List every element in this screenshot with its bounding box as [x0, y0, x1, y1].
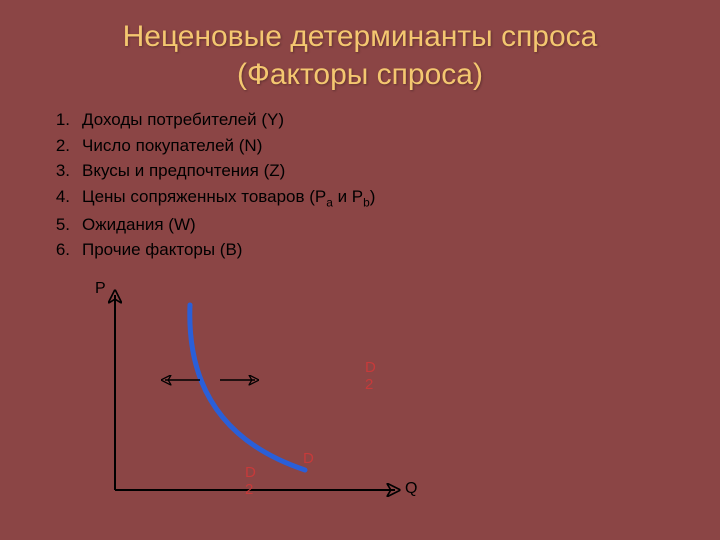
- d2-right-2: 2: [365, 376, 373, 393]
- slide-title: Неценовые детерминанты спроса (Факторы с…: [0, 0, 720, 93]
- d2-label-right: D 2: [365, 360, 376, 393]
- demand-curve: [190, 305, 305, 470]
- title-line-2: (Факторы спроса): [237, 58, 483, 91]
- chart-svg: [75, 280, 575, 530]
- list-item: 6. Прочие факторы (B): [52, 237, 720, 263]
- d2-left-2: 2: [245, 481, 253, 498]
- list-text: Число покупателей (N): [82, 133, 262, 159]
- d-label: D: [303, 451, 314, 468]
- list-text: Вкусы и предпочтения (Z): [82, 158, 285, 184]
- factors-list: 1. Доходы потребителей (Y) 2. Число поку…: [52, 107, 720, 263]
- list-item: 4. Цены сопряженных товаров (Pa и Pb): [52, 184, 720, 212]
- list-item: 2. Число покупателей (N): [52, 133, 720, 159]
- x-axis-label: Q: [405, 480, 417, 498]
- d2-right-1: D: [365, 359, 376, 376]
- y-axis-label: P: [95, 280, 106, 298]
- demand-chart: P Q D D 2 D 2: [75, 280, 575, 530]
- list-text: Прочие факторы (B): [82, 237, 242, 263]
- d2-label-left: D 2: [245, 465, 256, 498]
- list-item: 5. Ожидания (W): [52, 212, 720, 238]
- list-num: 4.: [52, 184, 82, 212]
- list-text: Доходы потребителей (Y): [82, 107, 284, 133]
- list-num: 2.: [52, 133, 82, 159]
- list-item: 1. Доходы потребителей (Y): [52, 107, 720, 133]
- title-line-1: Неценовые детерминанты спроса: [123, 20, 598, 53]
- list-num: 3.: [52, 158, 82, 184]
- list-text: Цены сопряженных товаров (Pa и Pb): [82, 184, 375, 212]
- list-num: 5.: [52, 212, 82, 238]
- list-num: 6.: [52, 237, 82, 263]
- list-item: 3. Вкусы и предпочтения (Z): [52, 158, 720, 184]
- list-num: 1.: [52, 107, 82, 133]
- list-text: Ожидания (W): [82, 212, 196, 238]
- d2-left-1: D: [245, 464, 256, 481]
